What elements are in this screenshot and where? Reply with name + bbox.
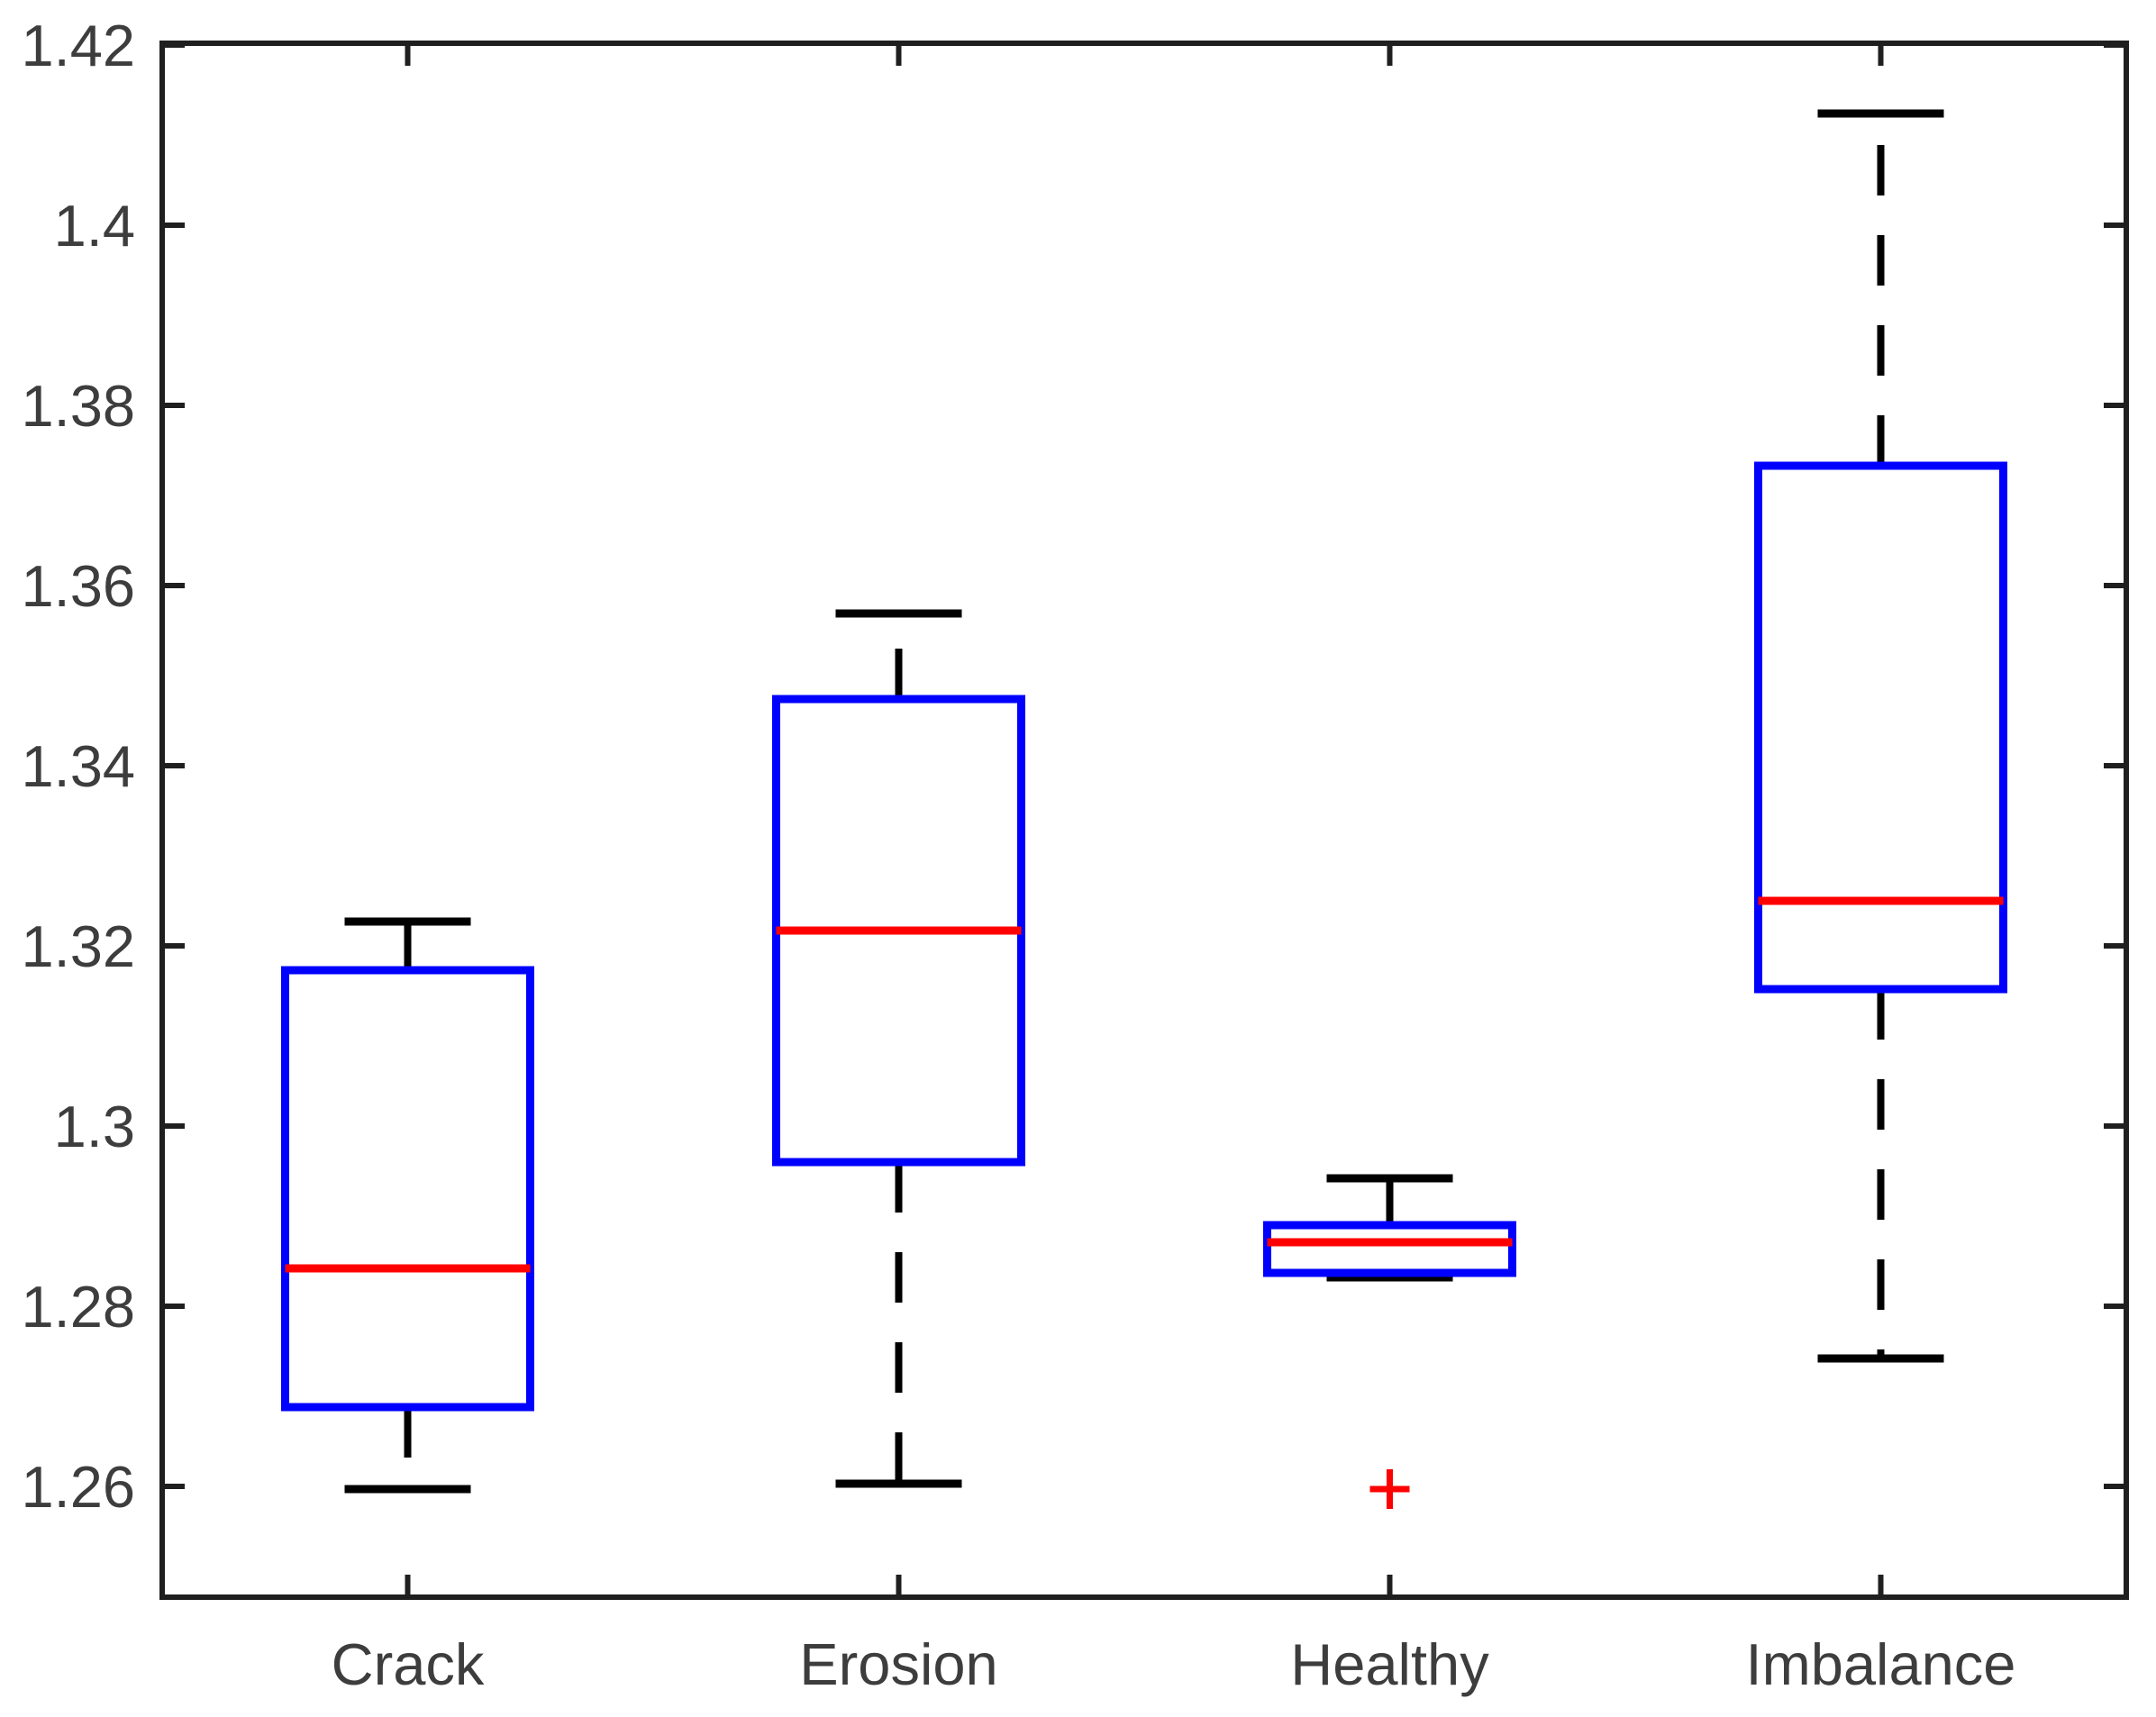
box-healthy — [1263, 1221, 1516, 1277]
y-tick-label: 1.34 — [21, 733, 135, 799]
x-tick-label: Erosion — [799, 1631, 997, 1697]
y-tick-label: 1.3 — [54, 1094, 135, 1159]
x-tick-label: Imbalance — [1746, 1631, 2016, 1697]
box-imbalance — [1754, 461, 2007, 994]
y-tick-label: 1.28 — [21, 1274, 135, 1340]
y-tick-label: 1.4 — [54, 193, 135, 259]
y-tick-label: 1.38 — [21, 373, 135, 439]
y-tick-label: 1.32 — [21, 913, 135, 979]
axes-border — [159, 41, 2129, 1600]
box-crack — [281, 966, 534, 1412]
y-tick-label: 1.42 — [21, 13, 135, 78]
y-tick-label: 1.36 — [21, 553, 135, 619]
x-tick-label: Crack — [332, 1631, 485, 1697]
x-tick-label: Healthy — [1290, 1631, 1489, 1697]
y-tick-label: 1.26 — [21, 1454, 135, 1520]
